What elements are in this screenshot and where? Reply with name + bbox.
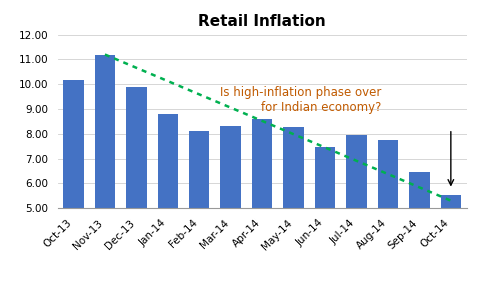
- Bar: [440, 195, 460, 289]
- Title: Retail Inflation: Retail Inflation: [198, 14, 325, 29]
- Bar: [283, 127, 303, 289]
- Bar: [157, 114, 178, 289]
- Bar: [314, 147, 335, 289]
- Bar: [346, 135, 366, 289]
- Bar: [126, 88, 146, 289]
- Bar: [252, 119, 272, 289]
- Bar: [189, 131, 209, 289]
- Text: Is high-inflation phase over
for Indian economy?: Is high-inflation phase over for Indian …: [220, 86, 381, 114]
- Bar: [220, 126, 240, 289]
- Bar: [408, 172, 429, 289]
- Bar: [377, 140, 397, 289]
- Bar: [95, 55, 115, 289]
- Bar: [63, 80, 84, 289]
